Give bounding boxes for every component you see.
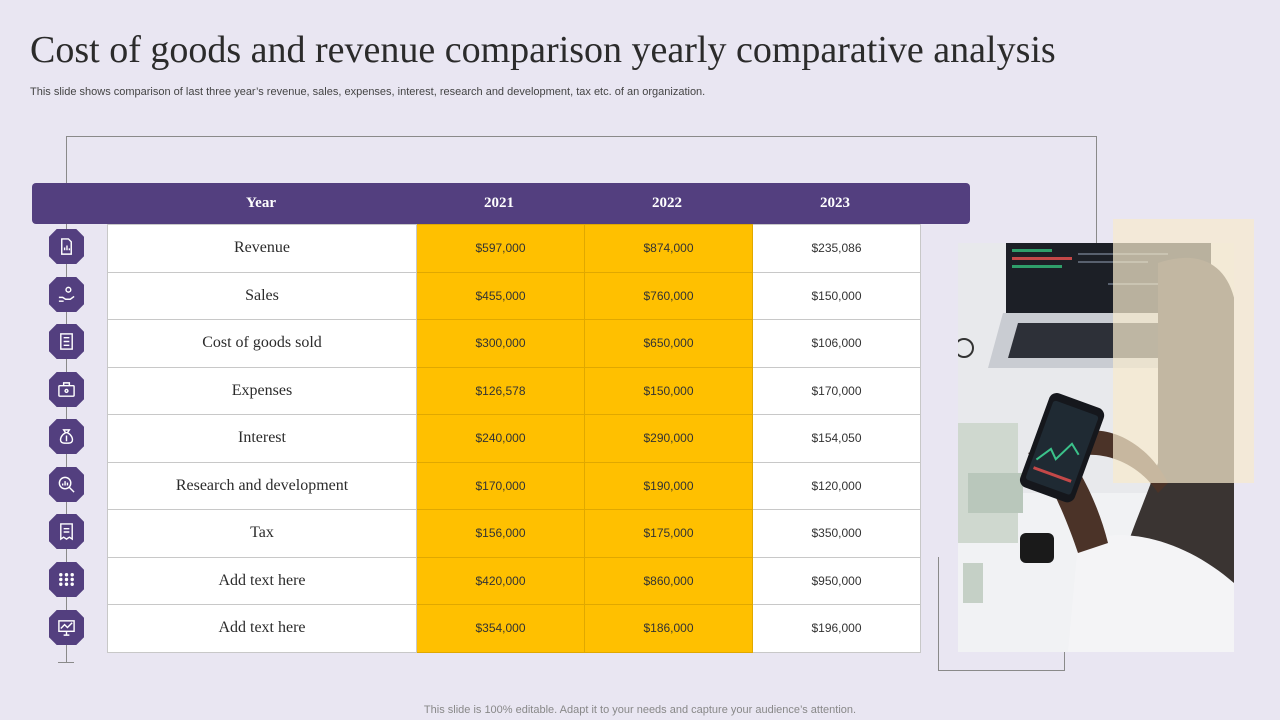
row-label: Research and development <box>107 461 417 510</box>
header-year: Year <box>246 195 276 211</box>
value-2021: $126,578 <box>416 366 585 415</box>
value-2021: $420,000 <box>416 556 585 605</box>
table-row: Revenue $597,000 $874,000 $235,086 <box>107 224 921 273</box>
value-2022: $650,000 <box>584 319 753 368</box>
row-label: Tax <box>107 509 417 558</box>
value-2023: $235,086 <box>752 224 921 273</box>
page-footer: This slide is 100% editable. Adapt it to… <box>423 704 857 716</box>
value-2022: $860,000 <box>584 556 753 605</box>
magnifier-chart-icon <box>49 467 84 502</box>
value-2021: $300,000 <box>416 319 585 368</box>
value-2022: $190,000 <box>584 461 753 510</box>
value-2023: $170,000 <box>752 366 921 415</box>
tax-receipt-icon <box>49 514 84 549</box>
row-label: Cost of goods sold <box>107 319 417 368</box>
value-2023: $106,000 <box>752 319 921 368</box>
value-2021: $170,000 <box>416 461 585 510</box>
row-label: Add text here <box>107 556 417 605</box>
frame-line-top <box>66 136 1096 137</box>
value-2022: $290,000 <box>584 414 753 463</box>
header-2023: 2023 <box>820 195 850 211</box>
table-row: Tax $156,000 $175,000 $350,000 <box>107 509 921 558</box>
presentation-chart-icon <box>49 610 84 645</box>
value-2021: $240,000 <box>416 414 585 463</box>
beige-overlay-block <box>1113 219 1254 483</box>
row-label: Add text here <box>107 604 417 653</box>
row-label: Sales <box>107 271 417 320</box>
value-2021: $354,000 <box>416 604 585 653</box>
page-subtitle: This slide shows comparison of last thre… <box>30 86 706 98</box>
table-row: Sales $455,000 $760,000 $150,000 <box>107 271 921 320</box>
document-chart-icon <box>49 229 84 264</box>
value-2021: $597,000 <box>416 224 585 273</box>
value-2022: $874,000 <box>584 224 753 273</box>
value-2022: $760,000 <box>584 271 753 320</box>
briefcase-icon <box>49 372 84 407</box>
value-2023: $950,000 <box>752 556 921 605</box>
value-2021: $156,000 <box>416 509 585 558</box>
comparison-table: Revenue $597,000 $874,000 $235,086 Sales… <box>107 224 921 653</box>
frame-line-left <box>66 136 67 184</box>
row-label: Interest <box>107 414 417 463</box>
photo-decor-frame <box>938 557 1065 671</box>
value-2022: $175,000 <box>584 509 753 558</box>
value-2021: $455,000 <box>416 271 585 320</box>
table-row: Research and development $170,000 $190,0… <box>107 461 921 510</box>
value-2023: $350,000 <box>752 509 921 558</box>
table-header-bar: Year 2021 2022 2023 <box>32 183 970 224</box>
row-label: Revenue <box>107 224 417 273</box>
row-label: Expenses <box>107 366 417 415</box>
icon-spine-foot <box>58 662 74 663</box>
value-2023: $120,000 <box>752 461 921 510</box>
table-row: Add text here $354,000 $186,000 $196,000 <box>107 604 921 653</box>
value-2022: $150,000 <box>584 366 753 415</box>
header-2022: 2022 <box>652 195 682 211</box>
page-title: Cost of goods and revenue comparison yea… <box>30 29 1056 71</box>
header-2021: 2021 <box>484 195 514 211</box>
photo-decor-frame-right <box>1064 652 1065 670</box>
table-row: Expenses $126,578 $150,000 $170,000 <box>107 366 921 415</box>
value-2023: $154,050 <box>752 414 921 463</box>
dots-grid-icon <box>49 562 84 597</box>
checklist-icon <box>49 324 84 359</box>
value-2023: $196,000 <box>752 604 921 653</box>
hand-coins-icon <box>49 277 84 312</box>
value-2022: $186,000 <box>584 604 753 653</box>
table-row: Add text here $420,000 $860,000 $950,000 <box>107 556 921 605</box>
value-2023: $150,000 <box>752 271 921 320</box>
table-row: Cost of goods sold $300,000 $650,000 $10… <box>107 319 921 368</box>
table-row: Interest $240,000 $290,000 $154,050 <box>107 414 921 463</box>
frame-line-right <box>1096 136 1097 243</box>
money-bag-icon <box>49 419 84 454</box>
